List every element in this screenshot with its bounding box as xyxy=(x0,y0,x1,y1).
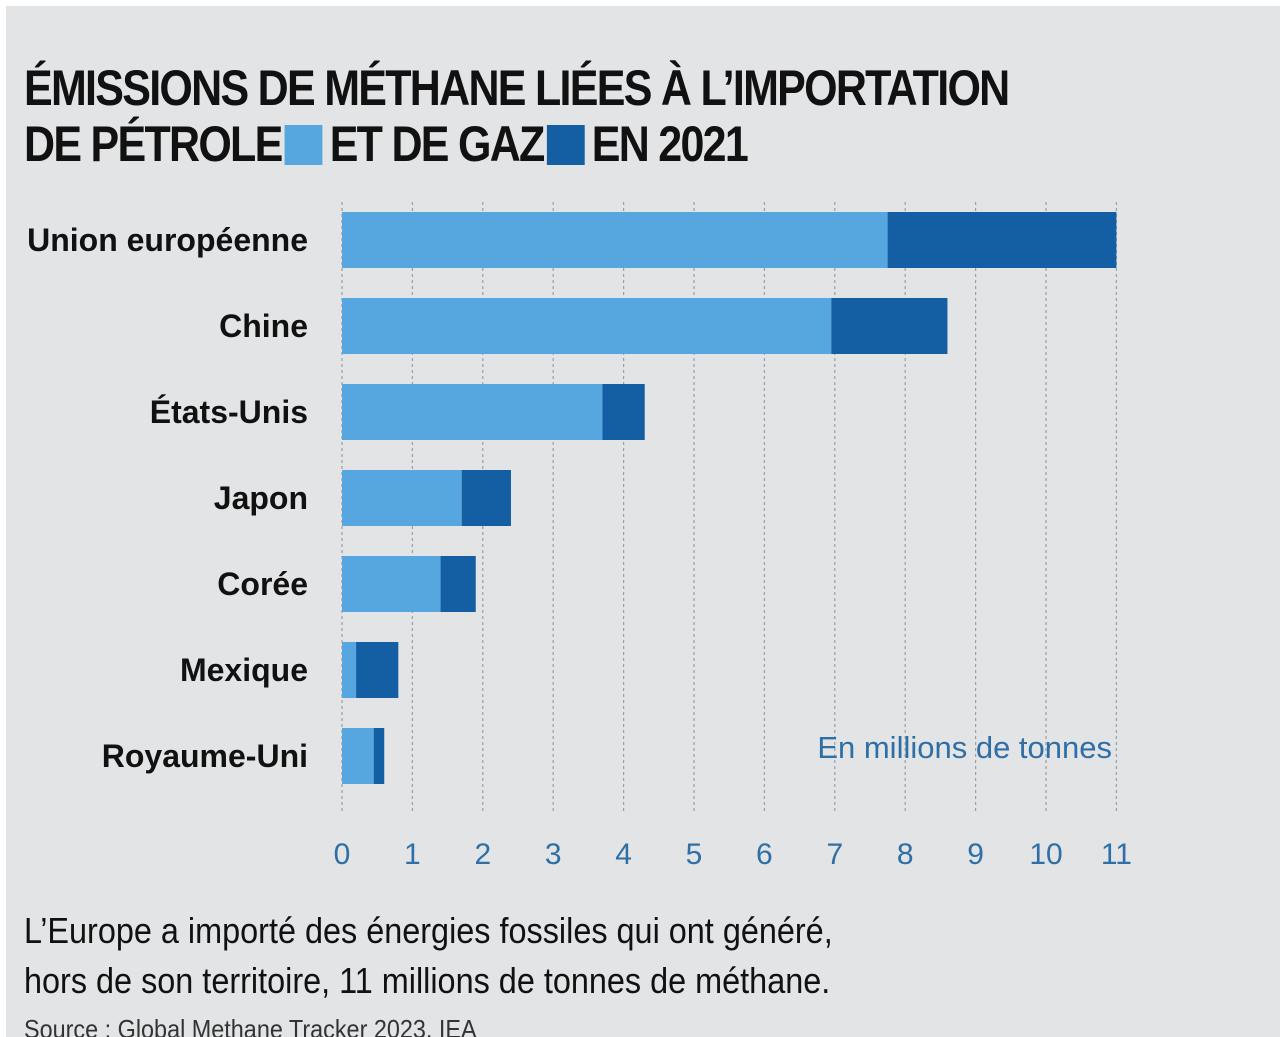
category-label-3: Japon xyxy=(214,480,308,516)
bar-oil-4 xyxy=(342,556,441,612)
bar-gas-0 xyxy=(887,212,1117,268)
category-label-6: Royaume-Uni xyxy=(102,738,308,774)
x-tick-label-1: 1 xyxy=(404,838,421,871)
bar-gas-1 xyxy=(831,298,948,354)
stacked-bar-chart: Union européenne Chine États-Unis Japon Coré… xyxy=(27,202,1132,871)
caption-line-1: L’Europe a importé des énergies fossiles… xyxy=(24,910,833,951)
x-tick-label-6: 6 xyxy=(756,838,773,871)
bar-gas-2 xyxy=(602,384,645,440)
title-part-oil: DE PÉTROLE xyxy=(24,116,283,172)
x-tick-label-10: 10 xyxy=(1029,838,1062,871)
bar-gas-3 xyxy=(461,470,511,526)
x-tick-label-9: 9 xyxy=(967,838,984,871)
x-tick-label-2: 2 xyxy=(474,838,491,871)
caption: L’Europe a importé des énergies fossiles… xyxy=(24,906,1149,1006)
x-tick-label-5: 5 xyxy=(686,838,703,871)
category-label-2: États-Unis xyxy=(150,394,308,430)
bar-gas-6 xyxy=(373,728,385,784)
bar-gas-5 xyxy=(356,642,399,698)
infographic-panel: ÉMISSIONS DE MÉTHANE LIÉES À L’IMPORTATI… xyxy=(6,6,1280,1037)
legend-swatch-gas xyxy=(547,125,585,165)
x-tick-label-8: 8 xyxy=(897,838,914,871)
category-label-4: Corée xyxy=(217,566,308,602)
bar-oil-5 xyxy=(342,642,357,698)
title-part-gas: ET DE GAZ xyxy=(329,116,546,172)
chart-title: ÉMISSIONS DE MÉTHANE LIÉES À L’IMPORTATI… xyxy=(24,60,1090,172)
title-line-1: ÉMISSIONS DE MÉTHANE LIÉES À L’IMPORTATI… xyxy=(24,60,1010,116)
x-tick-label-7: 7 xyxy=(826,838,843,871)
category-label-5: Mexique xyxy=(180,652,308,688)
title-part-year: EN 2021 xyxy=(591,116,749,172)
bar-oil-2 xyxy=(342,384,603,440)
bar-oil-1 xyxy=(342,298,832,354)
category-label-1: Chine xyxy=(219,308,308,344)
title-line-2: DE PÉTROLE ET DE GAZ EN 2021 xyxy=(24,116,1090,172)
legend-swatch-oil xyxy=(284,125,323,165)
caption-line-2: hors de son territoire, 11 millions de t… xyxy=(24,960,831,1001)
bar-oil-6 xyxy=(342,728,374,784)
x-tick-label-3: 3 xyxy=(545,838,562,871)
bar-oil-0 xyxy=(342,212,888,268)
x-tick-label-0: 0 xyxy=(334,838,351,871)
unit-label: En millions de tonnes xyxy=(817,730,1112,765)
x-tick-label-4: 4 xyxy=(615,838,632,871)
category-label-0: Union européenne xyxy=(27,222,308,258)
x-tick-label-11: 11 xyxy=(1101,838,1132,871)
bar-oil-3 xyxy=(342,470,462,526)
source-note: Source : Global Methane Tracker 2023, IE… xyxy=(24,1014,477,1037)
bar-gas-4 xyxy=(440,556,476,612)
